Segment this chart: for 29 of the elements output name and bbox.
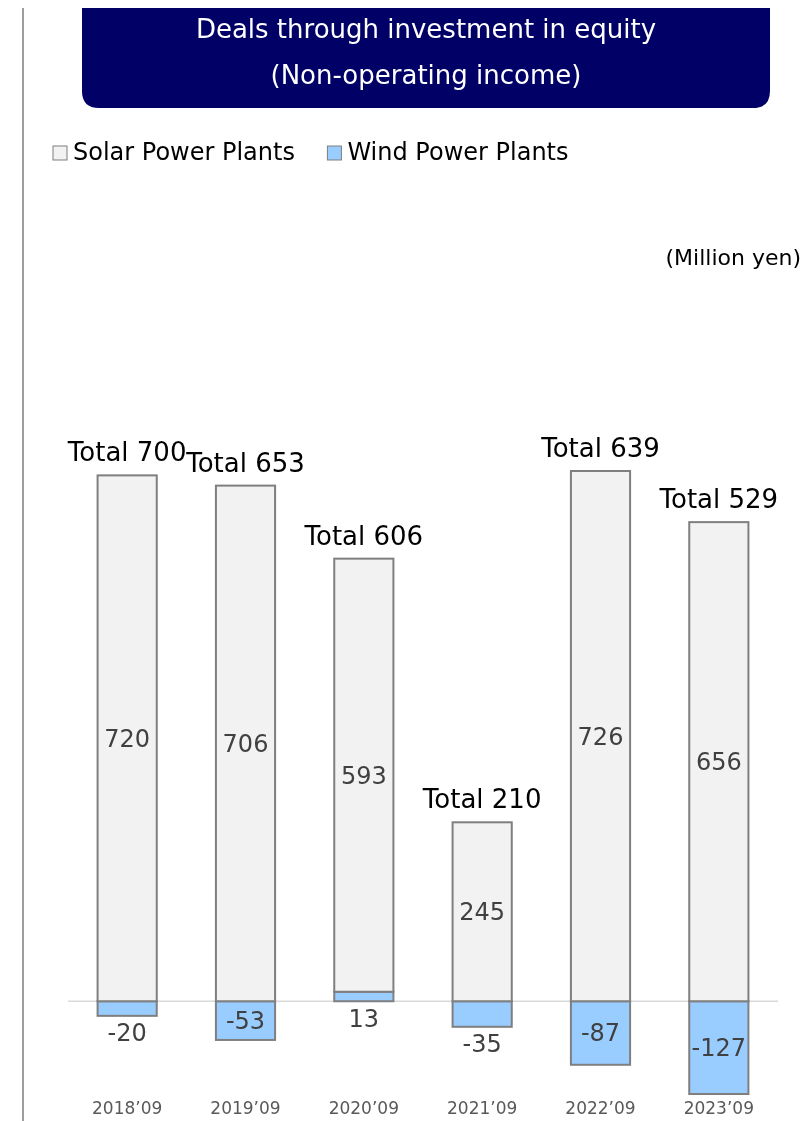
- data-label: 245: [459, 898, 506, 927]
- data-label: 656: [695, 748, 742, 777]
- legend-label: Solar Power Plants: [73, 138, 295, 166]
- data-label: -53: [225, 1007, 266, 1035]
- x-tick-label: 2020’09: [328, 1097, 399, 1118]
- data-label: -35: [462, 1030, 502, 1059]
- data-label: -20: [107, 1019, 147, 1048]
- data-label: 13: [348, 1004, 380, 1033]
- x-tick-label: 2022’09: [565, 1097, 636, 1118]
- total-label: Total 210: [421, 784, 542, 815]
- total-label: Total 700: [66, 437, 187, 468]
- x-tick-label: 2023’09: [683, 1097, 754, 1118]
- data-label: -127: [691, 1034, 747, 1063]
- data-label: -87: [580, 1019, 621, 1048]
- data-label: 720: [104, 724, 151, 753]
- data-label: 593: [340, 761, 387, 790]
- legend-label: Wind Power Plants: [347, 138, 569, 166]
- total-label: Total 606: [303, 520, 424, 551]
- total-label: Total 529: [658, 484, 779, 515]
- x-tick-label: 2021’09: [447, 1097, 518, 1118]
- text: (Million yen): [665, 245, 801, 270]
- chart-subtitle: (Non-operating income): [270, 60, 582, 90]
- x-tick-label: 2019’09: [210, 1097, 281, 1118]
- data-label: 706: [222, 729, 269, 758]
- total-label: Total 639: [540, 433, 660, 463]
- total-label: Total 653: [185, 447, 305, 478]
- data-label: 726: [577, 722, 624, 751]
- chart-title: Deals through investment in equity: [195, 14, 657, 44]
- x-tick-label: 2018’09: [92, 1097, 163, 1118]
